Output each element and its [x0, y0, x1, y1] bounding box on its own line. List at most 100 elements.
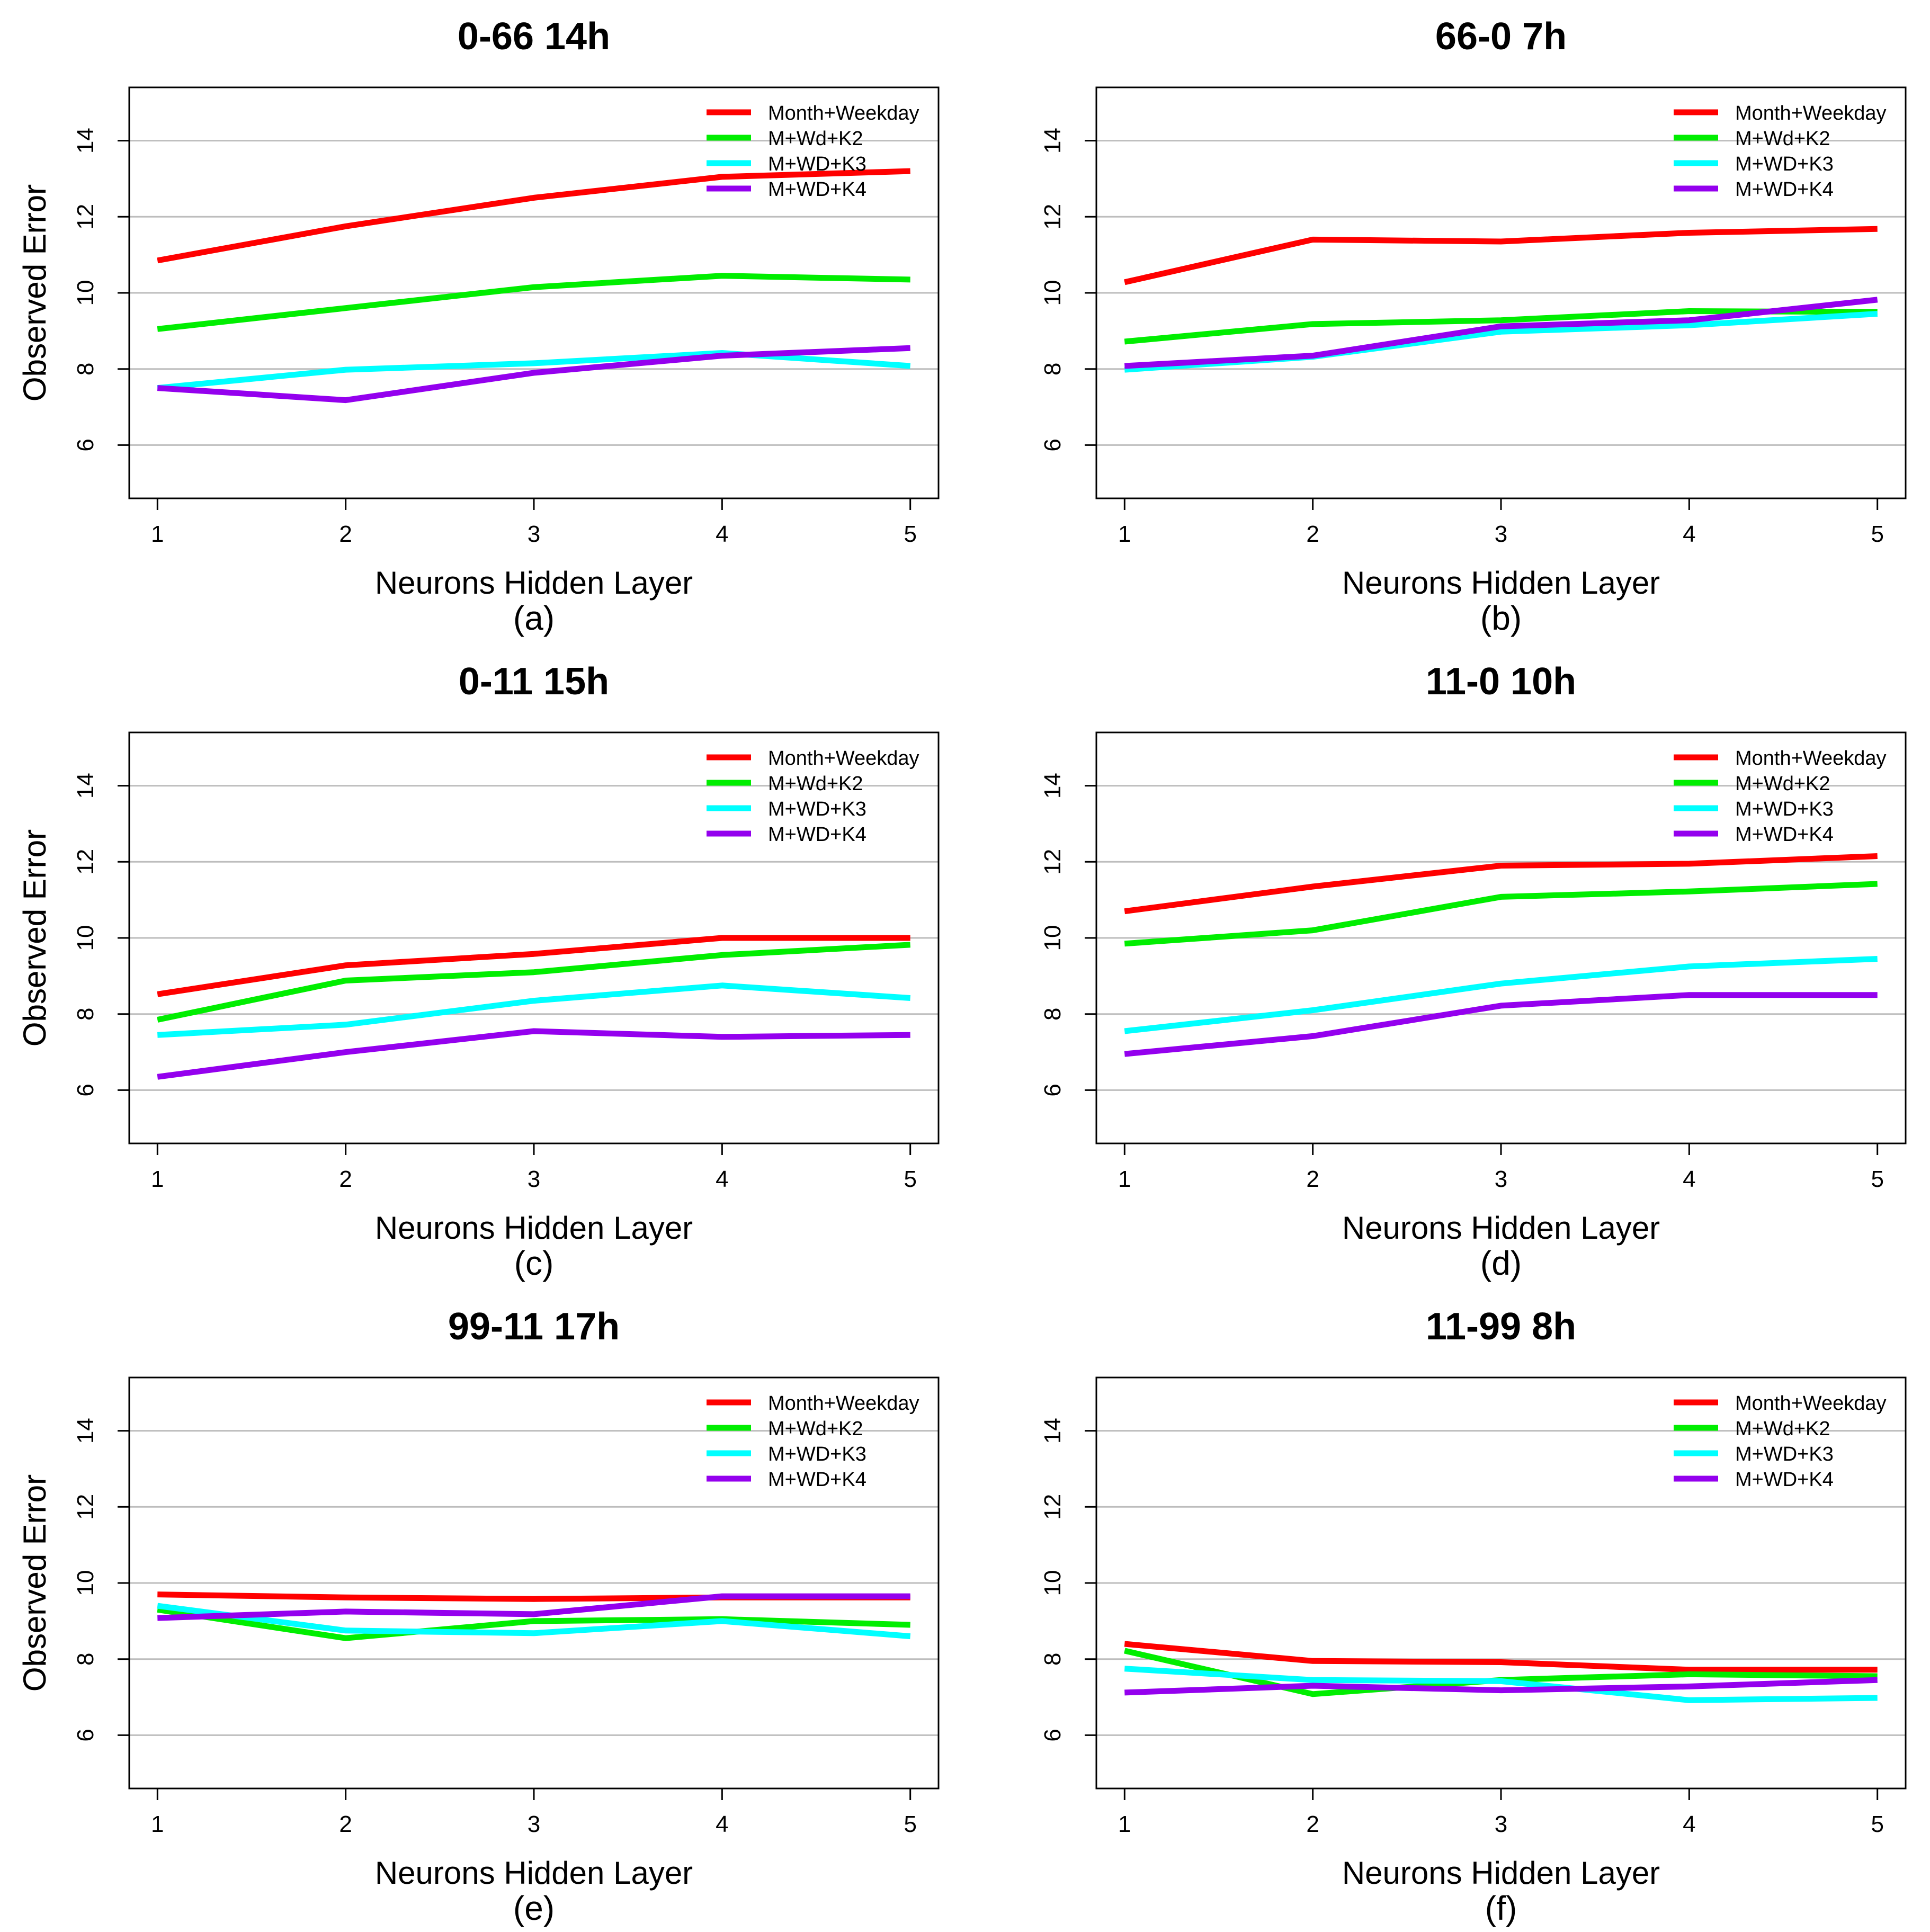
legend: Month+Weekday M+Wd+K2 M+WD+K3 M+WD+K4 — [707, 1392, 919, 1491]
y-axis-label: Observed Error — [17, 1474, 52, 1692]
series-line — [157, 168, 910, 264]
x-tick-label: 5 — [904, 1811, 916, 1837]
y-tick-label: 10 — [1040, 280, 1066, 306]
panel-label: (d) — [1480, 1244, 1522, 1282]
y-tick-label: 12 — [1040, 849, 1066, 875]
series-line — [1124, 1666, 1878, 1703]
y-tick-label: 8 — [73, 1007, 99, 1020]
series-line — [1124, 1641, 1878, 1673]
series-line — [157, 942, 910, 1023]
x-axis-label: Neurons Hidden Layer — [375, 565, 693, 601]
y-tick-label: 6 — [1040, 1084, 1066, 1096]
x-axis: 1 2 3 4 5 — [1118, 497, 1884, 547]
y-tick-label: 6 — [73, 1729, 99, 1741]
series-line — [1124, 226, 1878, 285]
x-axis: 1 2 3 4 5 — [1118, 1787, 1884, 1837]
x-tick-label: 2 — [339, 1811, 352, 1837]
series-line — [1124, 956, 1878, 1034]
legend-entry: M+WD+K3 — [1735, 798, 1834, 820]
x-tick-label: 4 — [1683, 1166, 1695, 1192]
legend-entry: M+WD+K3 — [1735, 153, 1834, 175]
y-tick-label: 10 — [1040, 925, 1066, 951]
y-axis: 6 8 10 12 14 — [73, 1418, 129, 1742]
legend-entry: M+Wd+K2 — [768, 128, 863, 150]
legend-entry: M+WD+K4 — [768, 1469, 866, 1491]
x-axis-label: Neurons Hidden Layer — [1342, 565, 1660, 601]
y-tick-label: 8 — [73, 1652, 99, 1665]
series-line — [1124, 853, 1878, 915]
x-axis-label: Neurons Hidden Layer — [1342, 1855, 1660, 1891]
series-line — [1124, 992, 1878, 1057]
legend: Month+Weekday M+Wd+K2 M+WD+K3 M+WD+K4 — [1674, 747, 1887, 846]
x-tick-label: 3 — [1495, 1166, 1507, 1192]
legend-entry: M+WD+K3 — [768, 153, 866, 175]
chart-title: 0-11 15h — [459, 660, 609, 703]
legend-entry: Month+Weekday — [768, 102, 919, 124]
legend-entry: M+WD+K3 — [1735, 1443, 1834, 1465]
x-tick-label: 2 — [339, 521, 352, 547]
y-tick-label: 6 — [1040, 439, 1066, 451]
x-axis: 1 2 3 4 5 — [151, 1787, 917, 1837]
y-tick-label: 6 — [73, 1084, 99, 1096]
chart-title: 0-66 14h — [458, 15, 610, 58]
y-axis-label: Observed Error — [17, 184, 52, 401]
legend: Month+Weekday M+Wd+K2 M+WD+K3 M+WD+K4 — [1674, 1392, 1887, 1491]
y-axis: 6 8 10 12 14 — [73, 773, 129, 1097]
series-line — [157, 273, 910, 332]
x-tick-label: 5 — [904, 1166, 916, 1192]
y-axis: 6 8 10 12 14 — [73, 128, 129, 452]
x-tick-label: 2 — [339, 1166, 352, 1192]
series-line — [157, 935, 910, 997]
x-tick-label: 1 — [151, 1166, 164, 1192]
legend-entry: M+WD+K4 — [768, 824, 866, 846]
y-tick-label: 12 — [73, 204, 99, 230]
y-axis-label: Observed Error — [17, 829, 52, 1046]
chart-title: 11-0 10h — [1426, 660, 1576, 703]
legend-entry: M+Wd+K2 — [1735, 128, 1830, 150]
x-tick-label: 1 — [1118, 521, 1131, 547]
x-axis: 1 2 3 4 5 — [151, 497, 917, 547]
y-tick-label: 12 — [73, 849, 99, 875]
x-tick-label: 5 — [1871, 1811, 1883, 1837]
x-tick-label: 4 — [716, 521, 728, 547]
legend-entry: M+WD+K3 — [768, 1443, 866, 1465]
chart-title: 11-99 8h — [1426, 1305, 1576, 1348]
series-line — [1124, 1677, 1878, 1696]
y-tick-label: 10 — [73, 1570, 99, 1596]
x-tick-label: 1 — [1118, 1811, 1131, 1837]
x-tick-label: 1 — [151, 1811, 164, 1837]
y-tick-label: 10 — [73, 925, 99, 951]
series-line — [1124, 297, 1878, 369]
legend-entry: M+Wd+K2 — [1735, 773, 1830, 795]
y-tick-label: 6 — [73, 439, 99, 451]
chart-title: 66-0 7h — [1435, 15, 1567, 58]
legend-entry: M+WD+K4 — [1735, 178, 1834, 201]
x-tick-label: 2 — [1306, 521, 1319, 547]
series-line — [157, 345, 910, 404]
x-tick-label: 3 — [528, 521, 540, 547]
y-tick-label: 8 — [1040, 1007, 1066, 1020]
y-tick-label: 6 — [1040, 1729, 1066, 1741]
legend-entry: Month+Weekday — [768, 1392, 919, 1415]
x-tick-label: 4 — [716, 1811, 728, 1837]
y-tick-label: 8 — [1040, 1652, 1066, 1665]
x-tick-label: 2 — [1306, 1166, 1319, 1192]
y-tick-label: 8 — [1040, 362, 1066, 375]
y-axis: 6 8 10 12 14 — [1040, 128, 1096, 452]
x-tick-label: 1 — [1118, 1166, 1131, 1192]
legend-entry: Month+Weekday — [1735, 1392, 1887, 1415]
x-axis: 1 2 3 4 5 — [1118, 1142, 1884, 1192]
y-tick-label: 10 — [73, 280, 99, 306]
legend-entry: Month+Weekday — [1735, 747, 1887, 770]
legend-entry: M+WD+K3 — [768, 798, 866, 820]
x-axis: 1 2 3 4 5 — [151, 1142, 917, 1192]
series-line — [157, 350, 911, 391]
y-tick-label: 8 — [73, 362, 99, 375]
y-axis: 6 8 10 12 14 — [1040, 773, 1096, 1097]
x-tick-label: 5 — [1871, 521, 1883, 547]
